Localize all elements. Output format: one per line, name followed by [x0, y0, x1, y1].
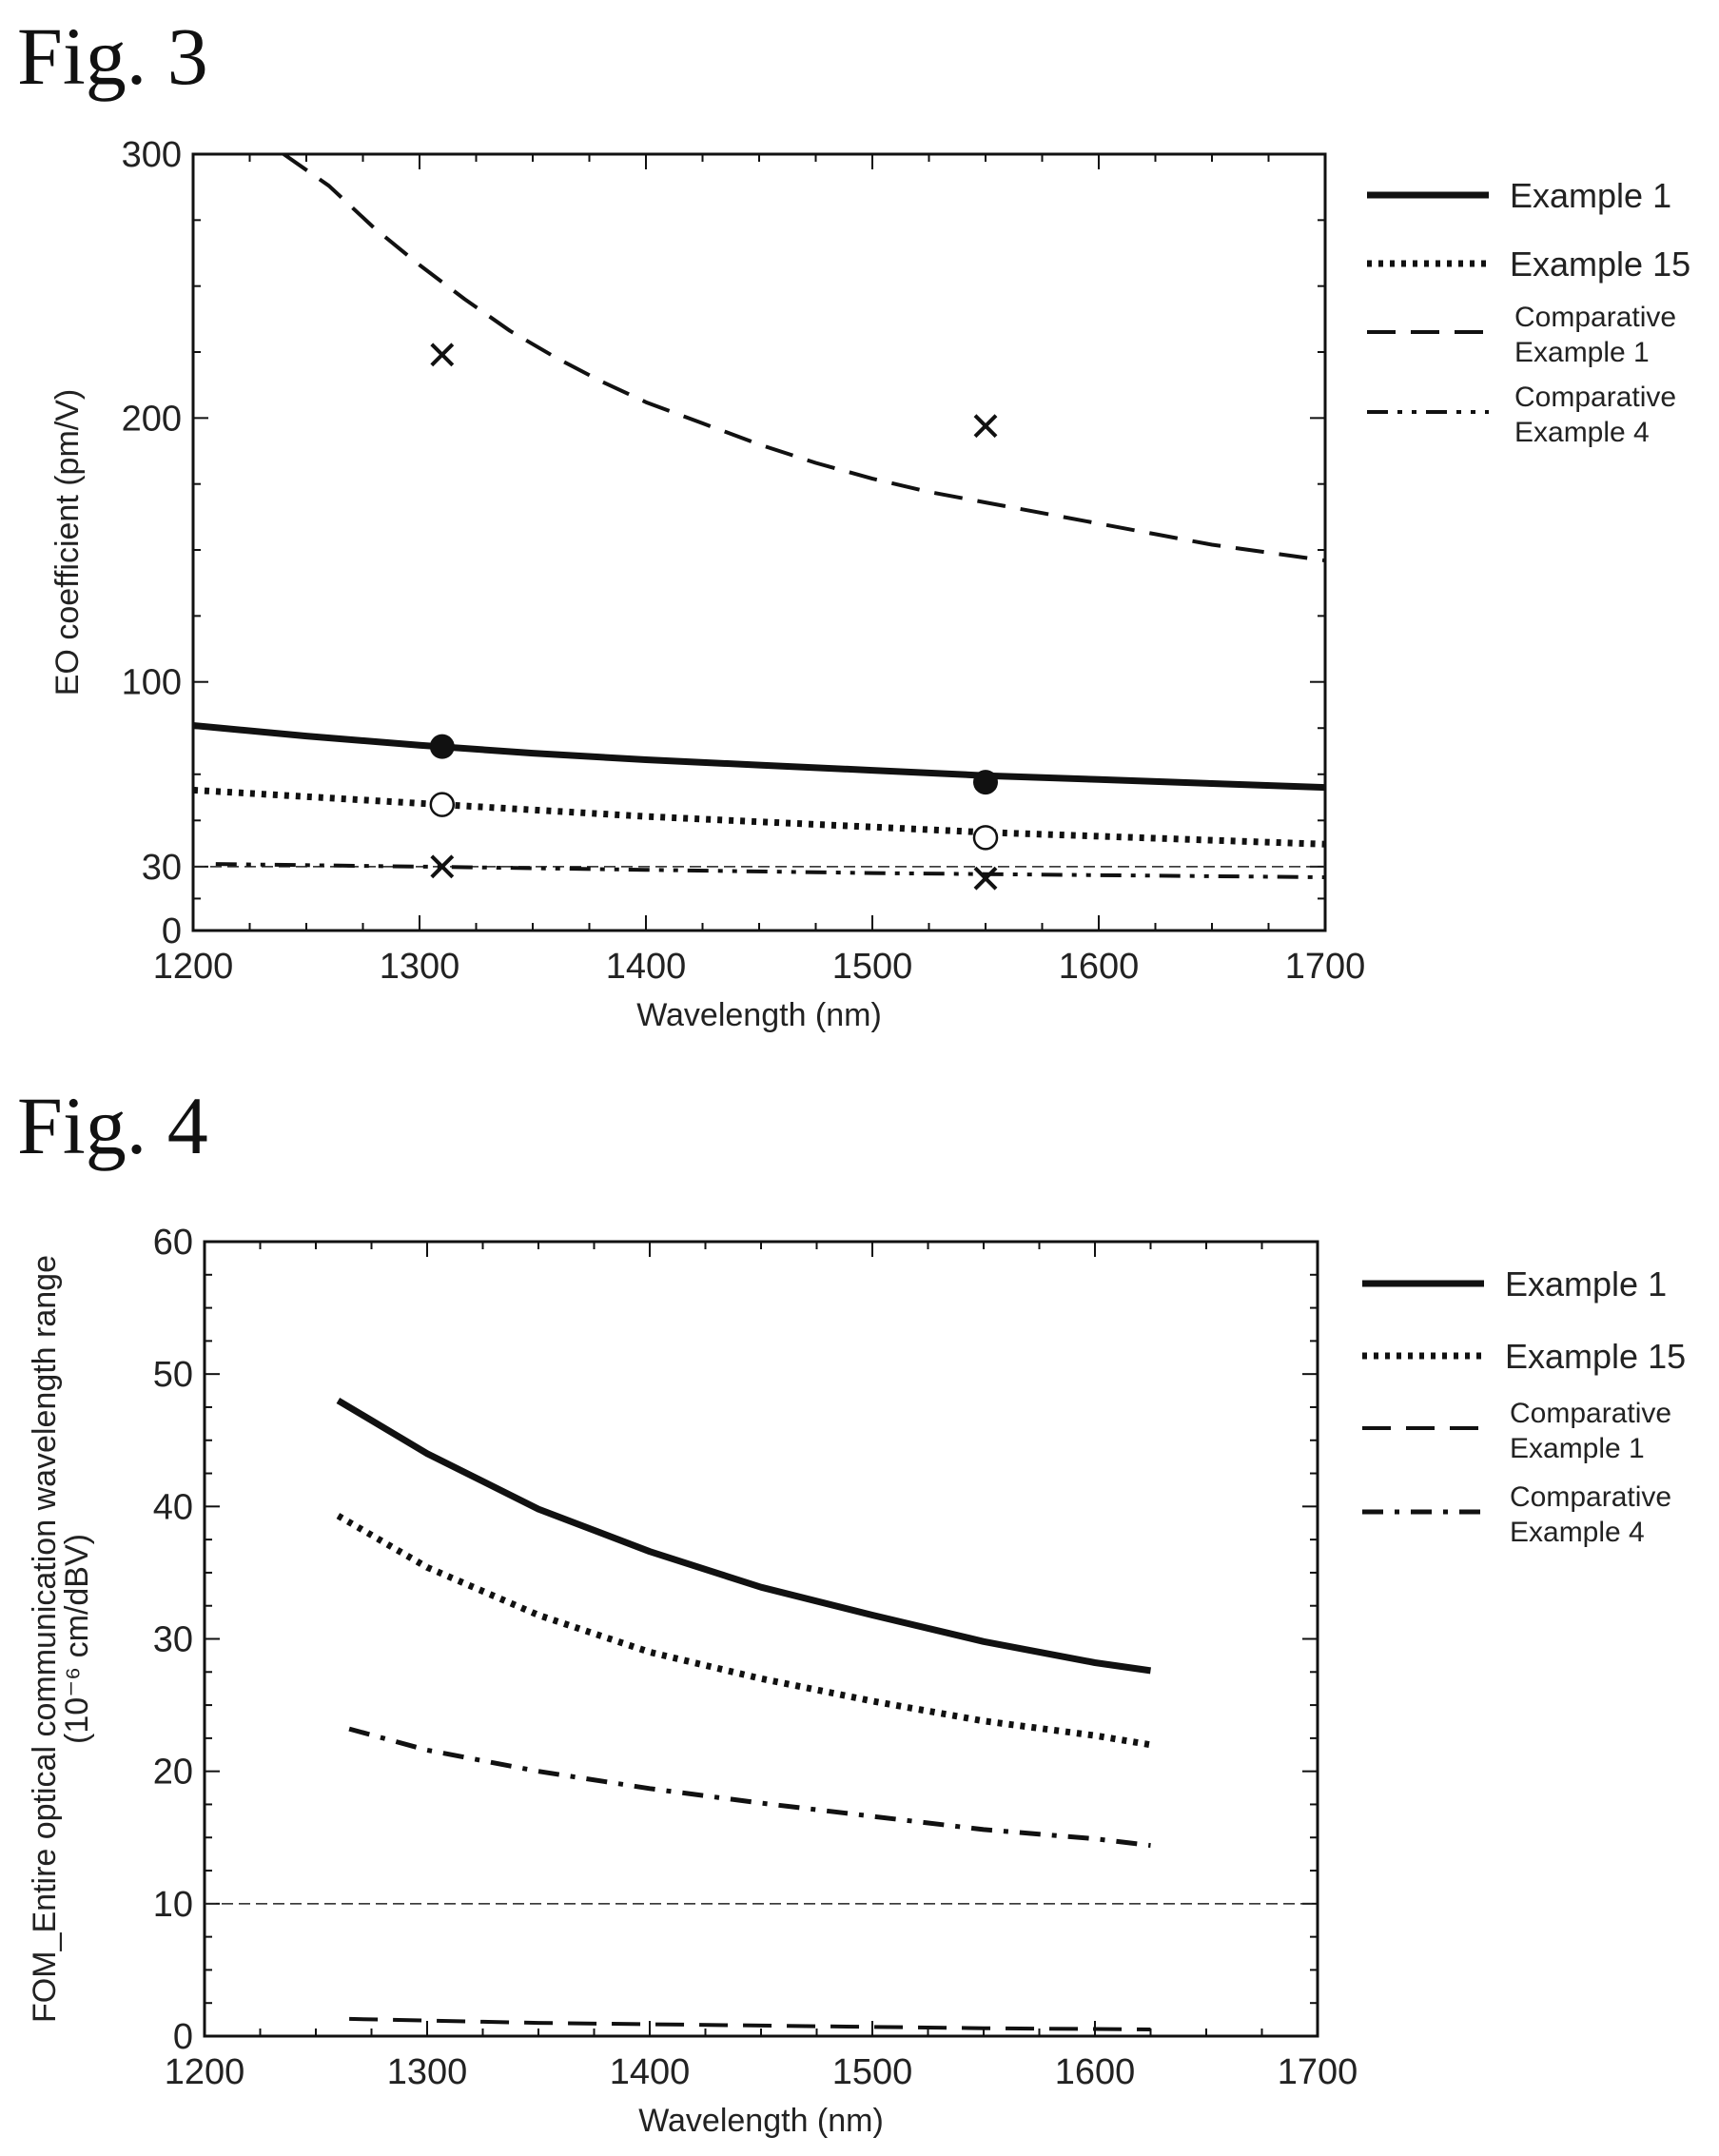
x-tick-label: 1600	[1059, 947, 1140, 987]
y-axis-title: EO coefficient (pm/V)	[49, 389, 86, 696]
x-tick-label: 1200	[153, 947, 234, 987]
data-point	[429, 792, 456, 817]
y-tick-label: 40	[153, 1487, 193, 1527]
y-tick-label: 0	[173, 2017, 193, 2057]
series-line	[215, 862, 1325, 879]
y-tick-label: 50	[153, 1355, 193, 1395]
legend-label: Example 1	[1510, 176, 1671, 215]
legend-label: Example 1	[1505, 1264, 1667, 1303]
legend-label: Comparative Example 1	[1514, 302, 1676, 368]
legend-label: Comparative Example 4	[1510, 1481, 1671, 1548]
plot-frame	[203, 1240, 1319, 2038]
x-tick-label: 1300	[387, 2052, 468, 2092]
eo-coefficient-chart: 1200 1300 1400 1500 1600 1700 0 30 100 200 300 Wave…	[49, 135, 1690, 1033]
series-line	[336, 1397, 1151, 1675]
x-axis-title: Wavelength (nm)	[638, 2103, 884, 2139]
series-line	[348, 1726, 1151, 1849]
y-axis-title: FOM_Entire optical communication wavelen…	[27, 1255, 63, 2023]
data-point	[429, 734, 455, 759]
y-tick-label: 0	[162, 911, 182, 951]
x-tick-label: 1500	[832, 2052, 913, 2092]
y-tick-label: 30	[142, 848, 182, 888]
series-line	[193, 786, 1325, 848]
data-point	[972, 825, 999, 851]
x-tick-label: 1400	[606, 947, 687, 987]
y-tick-label: 200	[122, 399, 182, 439]
y-tick-label: 100	[122, 663, 182, 703]
y-tick-label: 10	[153, 1885, 193, 1925]
series-line	[336, 1513, 1152, 1749]
x-tick-label: 1500	[832, 947, 913, 987]
legend-label: Example 15	[1510, 245, 1690, 284]
x-tick-label: 1200	[165, 2052, 245, 2092]
data-point	[973, 770, 998, 795]
y-axis-unit: (10⁻⁶ cm/dBV)	[59, 1534, 95, 1744]
series-line	[193, 722, 1325, 792]
fom-chart: 1200 1300 1400 1500 1600 1700 0 10 20 30 40 50 60 Wav…	[27, 1223, 1686, 2139]
x-axis-title: Wavelength (nm)	[636, 997, 882, 1033]
figure-3-label: Fig. 3	[17, 10, 208, 102]
y-tick-label: 300	[122, 135, 182, 175]
data-point	[973, 866, 998, 891]
x-tick-label: 1400	[610, 2052, 691, 2092]
legend-label: Example 15	[1505, 1337, 1686, 1376]
plot-frame	[191, 152, 1327, 932]
figure-4-label: Fig. 4	[17, 1080, 208, 1171]
legend-label: Comparative Example 1	[1510, 1398, 1671, 1464]
y-tick-label: 60	[153, 1223, 193, 1263]
x-tick-label: 1300	[380, 947, 460, 987]
data-point	[973, 414, 998, 439]
data-point	[430, 854, 455, 879]
y-tick-label: 20	[153, 1753, 193, 1793]
data-point	[430, 343, 455, 367]
series-line	[283, 154, 1325, 563]
x-tick-label: 1600	[1055, 2052, 1136, 2092]
legend-label: Comparative Example 4	[1514, 382, 1676, 448]
series-line	[349, 2016, 1151, 2031]
y-tick-label: 30	[153, 1620, 193, 1660]
x-tick-label: 1700	[1278, 2052, 1358, 2092]
x-tick-label: 1700	[1285, 947, 1366, 987]
